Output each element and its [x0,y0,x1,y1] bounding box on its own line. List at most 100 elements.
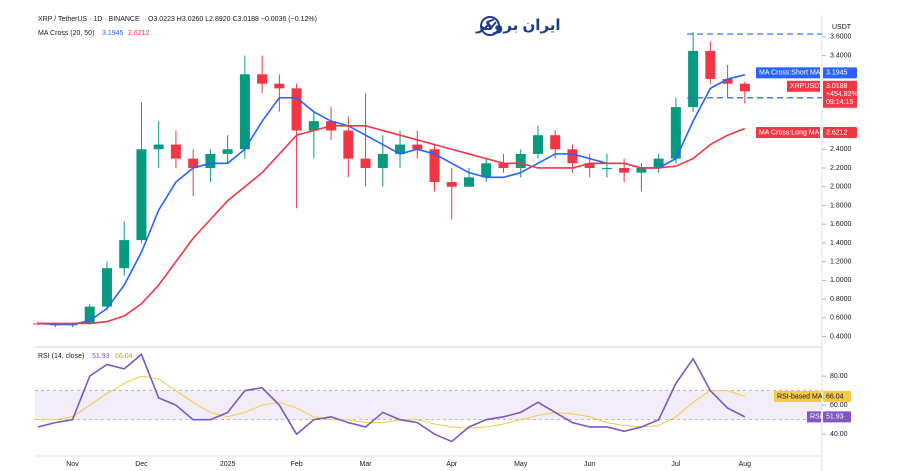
candle-body [153,144,164,150]
candle-body [257,74,268,84]
y-tick-label: 1.6000 [830,221,852,228]
series-line [38,125,746,325]
rsi-band [35,390,822,420]
legend-box [756,67,820,79]
rsi-value: 51.93 [92,353,110,360]
x-tick-label: Aug [739,461,752,468]
symbol-label: XRPUSDT [790,83,824,90]
candle-body [136,149,147,241]
logo-arrow [483,21,497,30]
candle-body [481,163,492,178]
candle-body [584,163,595,168]
y-tick-label: 1.8000 [830,202,852,209]
rsi-ma-value: 66.04 [115,353,133,360]
y-tick-label: 1.2000 [830,258,852,265]
series-last-value-box [823,390,851,402]
candle-body [619,167,630,173]
candle-body [239,74,250,150]
series-last-value-box [823,127,857,139]
short-ma-value: 3.1945 [102,30,124,37]
candle-body [498,163,509,168]
series-last-value-box [823,67,857,79]
last-change: +454.82% [826,91,858,98]
candle-body [515,153,526,168]
legend-box [774,390,821,402]
candle-body [429,149,440,183]
x-tick-label: Dec [135,461,148,468]
candle-body [653,158,664,168]
candle-body [550,135,561,150]
y-tick-label: 3.4000 [830,52,852,59]
candle-body [636,167,647,173]
logo-icon [480,16,500,36]
candle-body [119,240,130,269]
y-tick-label: 2.0000 [830,184,852,191]
y-tick-label: 0.4000 [830,333,852,340]
long-ma-value: 2.6212 [128,30,150,37]
y-tick-label: 3.6000 [830,34,852,41]
candle-body [222,149,233,154]
series-last-value: 66.04 [826,393,844,400]
y-tick-label: 2.4000 [830,146,852,153]
series-last-value: 3.1945 [826,70,848,77]
last-price-box [823,80,857,108]
rsi-title: RSI (14, close) [38,353,84,360]
brand: ایران بروکر [475,17,561,34]
x-tick-label: Jun [584,461,595,468]
candle-body [360,158,371,168]
countdown: 09:14:15 [826,99,853,106]
x-tick-label: Nov [66,461,79,468]
candle-body [274,83,285,89]
candle-body [722,79,733,84]
x-tick-label: Feb [291,461,303,468]
logo: ایران بروکر [475,16,561,36]
candle-body [308,121,319,131]
candle-body [170,144,181,159]
candle-body [343,130,354,159]
last-price: 3.0188 [826,83,848,90]
candle-body [84,306,95,324]
legend-box [807,411,821,423]
x-tick-label: May [514,461,528,468]
series-last-value-box [823,411,851,423]
series-last-value: 51.93 [826,414,844,421]
candle-body [567,149,578,164]
y-tick-label: 80.00 [830,373,848,380]
candle-body [464,177,474,187]
x-tick-label: Jul [671,461,680,468]
y-tick-label: 0.6000 [830,315,852,322]
series-line [38,375,745,429]
legend-entry: MA Cross:Long MA [759,129,820,136]
x-tick-label: Apr [446,461,458,468]
candle-body [446,182,457,187]
candle-body [739,83,750,92]
indicator-title: MA Cross (20, 50) [38,30,94,37]
y-tick-label: 60.00 [830,402,848,409]
candle-body [532,135,543,154]
x-tick-label: 2025 [220,461,236,468]
candle-body [291,88,302,131]
legend-entry: RSI [810,414,822,421]
series-last-value: 2.6212 [826,129,848,136]
candle-body [412,144,423,150]
candle-body [670,107,681,159]
y-axis-label: USDT [832,24,852,31]
y-tick-label: 1.0000 [830,277,852,284]
candle-body [688,50,699,108]
series-line [37,353,746,443]
y-tick-label: 1.4000 [830,240,852,247]
symbol-title: XRP / TetherUS · 1D · BINANCE [38,16,140,23]
candle-body [205,153,216,168]
y-tick-label: 0.8000 [830,296,852,303]
candle-body [705,50,716,80]
candle-body [188,158,199,168]
legend-entry: RSI-based MA [777,393,823,400]
candle-body [377,153,388,168]
ohlc-text: O3.0223 H3.0260 L2.8920 C3.0188 −0.0036 … [148,16,317,23]
candle-body [601,167,612,169]
y-tick-label: 40.00 [830,431,848,438]
candle-body [395,144,406,154]
